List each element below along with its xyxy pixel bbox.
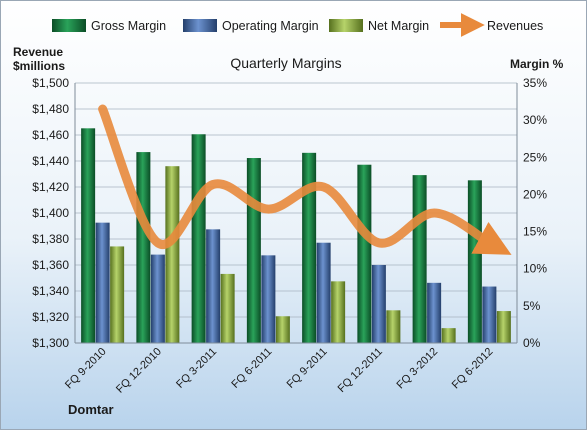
bar-net-margin xyxy=(496,311,511,343)
bar-operating-margin xyxy=(150,254,165,343)
left-tick-label: $1,460 xyxy=(32,128,69,142)
right-tick-label: 25% xyxy=(523,150,547,164)
legend-revenues: Revenues xyxy=(487,19,543,33)
bar-gross-margin xyxy=(412,175,427,343)
bar-gross-margin xyxy=(81,128,96,343)
bars xyxy=(81,128,511,343)
bar-operating-margin xyxy=(371,265,386,343)
bar-gross-margin xyxy=(246,158,261,343)
right-axis-label: Margin % xyxy=(510,57,564,71)
right-tick-label: 30% xyxy=(523,113,547,127)
bar-operating-margin xyxy=(427,282,442,343)
bar-net-margin xyxy=(275,316,290,343)
bar-net-margin xyxy=(441,328,456,343)
revenue-line xyxy=(98,104,512,255)
left-tick-label: $1,420 xyxy=(32,180,69,194)
left-tick-label: $1,480 xyxy=(32,102,69,116)
right-tick-label: 15% xyxy=(523,225,547,239)
left-tick-label: $1,380 xyxy=(32,232,69,246)
legend: Gross Margin Operating Margin Net Margin… xyxy=(52,13,543,37)
bar-gross-margin xyxy=(467,180,482,343)
right-tick-label: 5% xyxy=(523,299,541,313)
bar-net-margin xyxy=(386,310,401,343)
bar-operating-margin xyxy=(95,222,110,343)
left-axis-label-line2: $millions xyxy=(13,59,65,73)
left-tick-label: $1,500 xyxy=(32,76,69,90)
bar-gross-margin xyxy=(302,152,317,343)
left-tick-label: $1,360 xyxy=(32,258,69,272)
legend-operating-margin: Operating Margin xyxy=(222,19,319,33)
footer-company: Domtar xyxy=(68,402,114,417)
right-tick-label: 10% xyxy=(523,262,547,276)
bar-net-margin xyxy=(165,166,180,343)
right-tick-label: 20% xyxy=(523,187,547,201)
left-tick-label: $1,400 xyxy=(32,206,69,220)
bar-operating-margin xyxy=(316,242,331,343)
bar-net-margin xyxy=(220,273,235,343)
bar-operating-margin xyxy=(261,255,276,343)
bar-gross-margin xyxy=(357,164,372,343)
left-axis-label-line1: Revenue xyxy=(13,45,63,59)
bar-net-margin xyxy=(110,246,125,343)
legend-swatch-gross-margin xyxy=(52,19,86,32)
revenues-line xyxy=(98,104,512,255)
left-tick-label: $1,320 xyxy=(32,310,69,324)
bar-operating-margin xyxy=(482,286,497,343)
left-tick-label: $1,440 xyxy=(32,154,69,168)
right-tick-label: 35% xyxy=(523,76,547,90)
left-tick-label: $1,340 xyxy=(32,284,69,298)
right-tick-label: 0% xyxy=(523,336,541,350)
bar-gross-margin xyxy=(136,152,151,343)
bar-gross-margin xyxy=(191,134,206,343)
chart-title: Quarterly Margins xyxy=(230,55,341,71)
left-tick-label: $1,300 xyxy=(32,336,69,350)
legend-gross-margin: Gross Margin xyxy=(91,19,166,33)
bar-operating-margin xyxy=(206,229,221,343)
bar-net-margin xyxy=(331,281,346,343)
legend-swatch-net-margin xyxy=(329,19,363,32)
legend-net-margin: Net Margin xyxy=(368,19,429,33)
legend-swatch-operating-margin xyxy=(183,19,217,32)
